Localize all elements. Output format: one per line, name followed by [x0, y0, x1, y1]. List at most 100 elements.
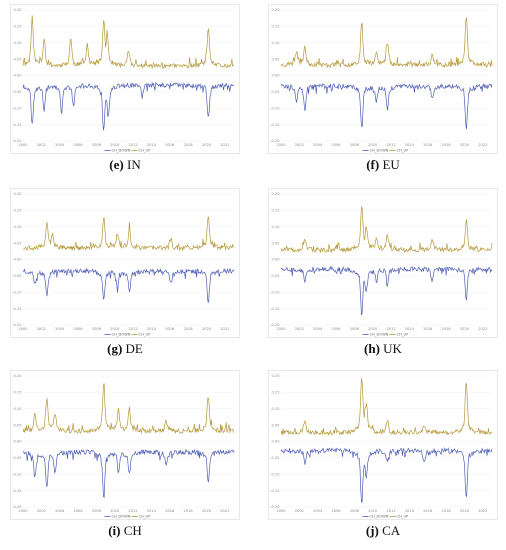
x-tick-label: 2006	[73, 143, 83, 147]
x-tick-label: 2018	[442, 143, 452, 147]
series-ch-down-line	[280, 446, 493, 504]
y-tick-label: -0.15	[12, 307, 21, 311]
y-tick-label: -0.10	[12, 106, 22, 110]
chart-panel-ch: 0.20 0.15 0.10 0.05 0.00 -0.05 -0.10 -0.15 -0.20…	[10, 370, 240, 545]
y-tick-label: -0.20	[270, 505, 280, 509]
y-tick-label: -0.20	[12, 323, 22, 327]
caption-ca: (j) CA	[365, 523, 401, 538]
legend-label-ch-down: CH_DOWN	[112, 333, 131, 337]
y-tick-label: 0.10	[271, 41, 280, 45]
x-tick-label: 2008	[350, 143, 360, 147]
chart-frame	[10, 188, 240, 338]
x-tick-label: 2018	[184, 143, 194, 147]
legend-label-ch-down: CH_DOWN	[370, 149, 389, 153]
y-tick-label: 0.00	[13, 74, 22, 78]
y-tick-label: 0.20	[271, 192, 280, 196]
x-tick-label: 2020	[460, 143, 470, 147]
x-tick-label: 2012	[387, 327, 396, 331]
x-tick-label: 2022	[478, 327, 487, 331]
x-tick-label: 2014	[405, 509, 415, 513]
chart-svg-in: 0.20 0.15 0.10 0.05 0.00 -0.05 -0.10 -0.15 -0.20…	[10, 4, 240, 154]
x-tick-label: 2014	[147, 327, 157, 331]
x-tick-label: 2014	[147, 509, 157, 513]
y-tick-label: 0.15	[13, 209, 21, 213]
chart-svg-ca: 0.20 0.15 0.10 0.05 0.00 -0.05 -0.10 -0.15 -0.20…	[268, 370, 498, 520]
x-tick-label: 2016	[165, 143, 175, 147]
y-tick-label: -0.10	[270, 472, 280, 476]
x-tick-label: 2008	[350, 509, 360, 513]
y-tick-label: 0.20	[271, 8, 280, 12]
series-ch-down-line	[280, 82, 493, 130]
chart-frame	[268, 370, 498, 520]
y-tick-label: 0.05	[271, 423, 279, 427]
series-ch-up-line	[22, 383, 235, 435]
y-tick-label: 0.05	[13, 423, 21, 427]
y-tick-label: 0.20	[13, 192, 22, 196]
chart-panel-ca: 0.20 0.15 0.10 0.05 0.00 -0.05 -0.10 -0.15 -0.20…	[268, 370, 498, 545]
y-tick-label: -0.10	[12, 472, 22, 476]
y-tick-label: -0.15	[270, 489, 279, 493]
x-tick-label: 2000	[18, 327, 28, 331]
y-tick-label: -0.05	[270, 456, 279, 460]
y-tick-label: 0.10	[13, 41, 22, 45]
series-ch-down-line	[22, 267, 235, 303]
x-tick-label: 2010	[110, 143, 120, 147]
x-tick-label: 2016	[423, 327, 433, 331]
y-tick-label: 0.05	[271, 241, 279, 245]
x-tick-label: 2008	[350, 327, 360, 331]
chart-frame	[10, 370, 240, 520]
x-tick-label: 2002	[37, 143, 46, 147]
y-tick-label: -0.05	[270, 274, 279, 278]
x-tick-label: 2016	[165, 327, 175, 331]
y-tick-label: -0.20	[270, 323, 280, 327]
y-tick-label: 0.00	[13, 258, 22, 262]
x-tick-label: 2000	[18, 143, 28, 147]
x-tick-label: 2000	[276, 509, 286, 513]
x-tick-label: 2006	[331, 143, 341, 147]
x-tick-label: 2020	[202, 143, 212, 147]
series-ch-down-line	[22, 81, 235, 131]
x-tick-label: 2004	[313, 509, 323, 513]
caption-eu: (f) EU	[366, 157, 400, 172]
y-tick-label: -0.05	[12, 456, 21, 460]
x-tick-label: 2006	[331, 509, 341, 513]
x-tick-label: 2004	[313, 143, 323, 147]
x-tick-label: 2022	[220, 327, 229, 331]
x-tick-label: 2022	[220, 509, 229, 513]
y-tick-label: -0.10	[270, 106, 280, 110]
legend-label-ch-up: CH_UP	[139, 333, 152, 337]
chart-svg-ch: 0.20 0.15 0.10 0.05 0.00 -0.05 -0.10 -0.15 -0.20…	[10, 370, 240, 520]
x-tick-label: 2008	[92, 327, 102, 331]
x-tick-label: 2002	[295, 509, 304, 513]
caption-ch: (i) CH	[108, 523, 142, 538]
x-tick-label: 2018	[184, 509, 194, 513]
x-tick-label: 2006	[73, 509, 83, 513]
y-tick-label: 0.00	[13, 440, 22, 444]
x-tick-label: 2004	[55, 509, 65, 513]
x-tick-label: 2014	[405, 143, 415, 147]
x-tick-label: 2020	[460, 509, 470, 513]
y-tick-label: -0.15	[12, 123, 21, 127]
y-tick-label: 0.00	[271, 258, 280, 262]
chart-frame	[268, 188, 498, 338]
x-tick-label: 2010	[368, 509, 378, 513]
y-tick-label: -0.05	[12, 90, 21, 94]
x-tick-label: 2000	[18, 509, 28, 513]
x-tick-label: 2016	[165, 509, 175, 513]
x-tick-label: 2020	[460, 327, 470, 331]
y-tick-label: 0.20	[271, 374, 280, 378]
x-tick-label: 2002	[37, 327, 46, 331]
chart-panel-in: 0.20 0.15 0.10 0.05 0.00 -0.05 -0.10 -0.15 -0.20…	[10, 4, 240, 179]
y-tick-label: 0.10	[271, 407, 280, 411]
x-tick-label: 2004	[55, 143, 65, 147]
x-tick-label: 2004	[55, 327, 65, 331]
y-tick-label: 0.00	[271, 74, 280, 78]
caption-in: (e) IN	[109, 157, 141, 172]
chart-panel-uk: 0.20 0.15 0.10 0.05 0.00 -0.05 -0.10 -0.15 -0.20…	[268, 188, 498, 363]
y-tick-label: 0.10	[271, 225, 280, 229]
legend-label-ch-down: CH_DOWN	[112, 149, 131, 153]
y-tick-label: 0.05	[13, 241, 21, 245]
y-tick-label: -0.10	[270, 290, 280, 294]
y-tick-label: 0.05	[271, 57, 279, 61]
x-tick-label: 2000	[276, 327, 286, 331]
